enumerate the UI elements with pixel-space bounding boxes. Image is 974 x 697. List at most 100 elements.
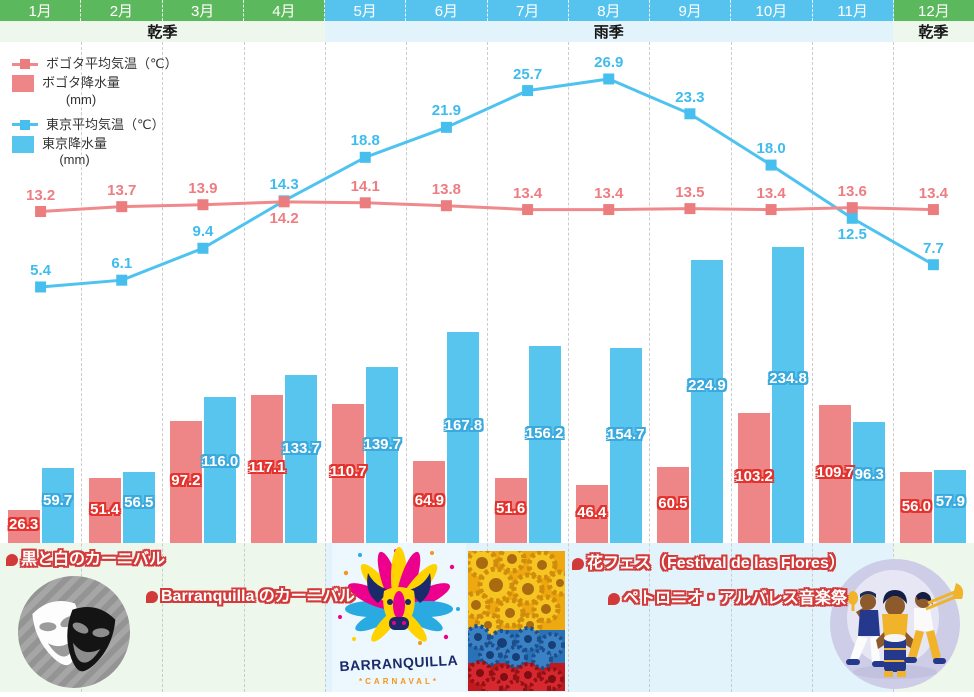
tokyo-bar-icon — [12, 136, 34, 153]
tokyo_temp-value-3: 9.4 — [192, 223, 214, 241]
tokyo_temp-value-8: 26.9 — [594, 53, 624, 71]
bogota_precip-bar-4 — [251, 395, 284, 543]
bogota_precip-bar-9 — [656, 466, 689, 543]
tokyo_temp-marker-8 — [603, 73, 615, 85]
festival-strip: 黒と白のカーニバル Barranquilla のカーニバル 花フェス（Festi… — [0, 543, 974, 692]
tokyo_precip-value-9: 224.9 — [688, 377, 726, 395]
bogota_precip-value-11: 109.7 — [816, 463, 855, 481]
bogota_temp-value-5: 14.1 — [350, 177, 380, 195]
bogota_precip-value-3: 97.2 — [171, 471, 201, 489]
legend-label: 東京平均気温（℃） — [46, 116, 165, 132]
tokyo_precip-value-6: 167.8 — [444, 416, 483, 434]
drummer — [876, 590, 914, 677]
gridline — [162, 42, 164, 692]
month-header-row: 1月 2月 3月 4月 5月 6月 7月 8月 9月 10月 11月 12月 — [0, 0, 974, 21]
tokyo_precip-bar-4 — [285, 374, 318, 543]
bogota_precip-bar-11 — [819, 404, 852, 543]
gridline — [811, 42, 813, 692]
season-label: 乾季 — [147, 24, 178, 41]
legend-label: 東京降水量 — [42, 136, 108, 151]
legend-tokyo-precip: 東京降水量 (mm) — [12, 136, 178, 169]
tokyo_temp-value-11: 12.5 — [837, 226, 867, 244]
tokyo_temp-marker-12 — [927, 259, 939, 271]
bogota_precip-bar-3 — [169, 420, 202, 543]
tokyo_temp-value-10: 18.0 — [756, 140, 786, 158]
bogota_precip-value-12: 56.0 — [901, 497, 932, 515]
legend-unit: (mm) — [65, 91, 97, 107]
carnaval-subtitle: *CARNAVAL* — [359, 677, 439, 686]
gridline — [568, 42, 570, 692]
tokyo_temp-marker-4 — [278, 195, 290, 207]
maraca-player — [846, 591, 886, 667]
tokyo_precip-value-7: 156.2 — [525, 424, 564, 442]
legend-unit: (mm) — [59, 152, 90, 168]
festival-label-petronio-alvarez: ペトロニオ・アルバレス音楽祭 — [608, 584, 847, 608]
festival-label-festival-de-las-flores: 花フェス（Festival de las Flores） — [572, 549, 845, 573]
legend-bogota-temp: ボゴタ平均気温（℃） — [12, 56, 178, 72]
bogota_temp-marker-1 — [35, 206, 47, 218]
month-header-11: 11月 — [812, 0, 894, 21]
bogota_precip-bar-6 — [413, 461, 446, 543]
tokyo_temp-value-4: 14.3 — [269, 175, 299, 193]
flower-flag-image — [468, 551, 565, 691]
bogota_temp-marker-8 — [603, 204, 615, 216]
tokyo_precip-value-5: 139.7 — [363, 436, 402, 454]
tokyo_precip-value-12: 57.9 — [935, 492, 966, 510]
gridline — [405, 42, 407, 692]
gridline — [649, 42, 651, 692]
season-label: 雨季 — [593, 24, 624, 41]
bogota_precip-value-1: 26.3 — [8, 516, 39, 534]
season-band-dry-1: 乾季 — [0, 21, 325, 42]
tokyo_precip-bar-10 — [772, 247, 805, 543]
tokyo_temp-value-5: 18.8 — [350, 132, 380, 150]
season-band-dry-2: 乾季 — [892, 21, 974, 42]
bogota_temp-marker-10 — [765, 204, 777, 216]
tokyo_temp-marker-1 — [35, 281, 47, 293]
legend-tokyo-temp: 東京平均気温（℃） — [12, 117, 178, 133]
bogota_temp-value-6: 13.8 — [431, 180, 462, 198]
tokyo_temp-value-1: 5.4 — [30, 261, 52, 279]
bogota_temp-marker-4 — [278, 196, 290, 208]
tokyo_temp-marker-7 — [522, 85, 534, 97]
tokyo_precip-bar-12 — [934, 470, 967, 543]
gridline — [324, 42, 326, 692]
bogota_precip-value-9: 60.5 — [658, 494, 688, 512]
bogota_temp-marker-2 — [116, 201, 128, 213]
red-flower-centers — [476, 669, 556, 683]
bogota_precip-bar-7 — [494, 477, 527, 543]
month-header-3: 3月 — [162, 0, 244, 21]
red-comma-icon — [572, 558, 584, 570]
tokyo_temp-value-2: 6.1 — [111, 255, 133, 273]
season-label: 乾季 — [918, 24, 949, 41]
bogota_temp-value-11: 13.6 — [837, 182, 867, 200]
bogota_temp-marker-3 — [197, 199, 209, 211]
tokyo_temp-value-6: 21.9 — [431, 102, 462, 120]
bull-head — [367, 573, 431, 630]
bogota_precip-value-6: 64.9 — [414, 492, 445, 510]
theater-masks-image — [18, 576, 130, 688]
bogota_temp-marker-7 — [522, 204, 534, 216]
bogota_temp-value-9: 13.5 — [675, 183, 705, 201]
bogota_precip-value-4: 117.1 — [248, 459, 286, 477]
bogota-line-icon — [12, 59, 38, 70]
tokyo_temp-marker-11 — [846, 212, 858, 224]
bogota_precip-value-7: 51.6 — [495, 500, 526, 518]
tokyo_temp-value-9: 23.3 — [675, 88, 705, 106]
month-header-7: 7月 — [487, 0, 569, 21]
tokyo_precip-value-3: 116.0 — [201, 452, 239, 470]
gridline — [81, 42, 83, 692]
month-header-5: 5月 — [325, 0, 407, 21]
gridline — [730, 42, 732, 692]
legend-label: ボゴタ降水量 — [42, 75, 121, 91]
red-flowers — [468, 660, 564, 691]
bogota_precip-value-5: 110.7 — [329, 463, 367, 481]
legend-label: ボゴタ平均気温（℃） — [46, 56, 178, 71]
barranquilla-carnaval-image: BARRANQUILLA *CARNAVAL* — [332, 543, 466, 692]
tokyo_precip-bar-5 — [366, 366, 399, 543]
barranquilla-logo: BARRANQUILLA *CARNAVAL* — [338, 547, 460, 686]
bogota_temp-value-4: 14.2 — [269, 209, 299, 227]
barranquilla-title: BARRANQUILLA — [339, 652, 458, 674]
tokyo_temp-marker-10 — [765, 159, 777, 171]
bogota_temp-value-10: 13.4 — [756, 184, 786, 202]
tokyo_precip-bar-8 — [609, 348, 642, 543]
